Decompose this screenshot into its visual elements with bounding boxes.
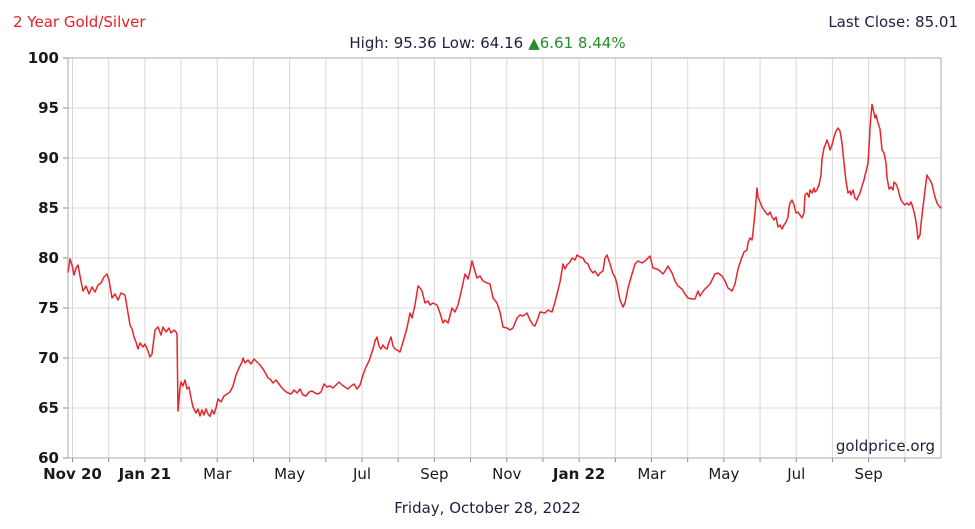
x-axis-label: Jan 21 [118, 465, 171, 483]
x-axis-label: Nov 20 [43, 465, 102, 483]
watermark: goldprice.org [836, 437, 935, 455]
x-axis-label: Jul [352, 465, 371, 483]
change-value: 6.61 [539, 34, 574, 52]
last-close-label: Last Close: [828, 13, 911, 31]
y-axis-label: 100 [28, 49, 59, 67]
x-axis-label: Mar [203, 465, 232, 483]
x-axis-label: Jan 22 [552, 465, 605, 483]
high-low-stats: High: 95.36 Low: 64.16 ▲6.61 8.44% [0, 34, 975, 52]
x-axis-label: May [708, 465, 739, 483]
y-axis-label: 60 [38, 449, 59, 467]
plot-area[interactable] [67, 57, 942, 459]
x-axis-label: Mar [637, 465, 666, 483]
x-axis-label: Sep [854, 465, 882, 483]
last-close-value: 85.01 [915, 13, 958, 31]
price-line [67, 103, 942, 418]
y-axis-label: 75 [38, 299, 59, 317]
low-value: 64.16 [480, 34, 524, 52]
y-axis-label: 70 [38, 349, 59, 367]
high-label: High: [349, 34, 389, 52]
y-axis-label: 90 [38, 149, 59, 167]
chart-title: 2 Year Gold/Silver [13, 13, 146, 31]
x-axis-label: May [274, 465, 305, 483]
x-axis-label: Sep [420, 465, 448, 483]
y-axis-label: 80 [38, 249, 59, 267]
high-value: 95.36 [393, 34, 437, 52]
x-axis-label: Nov [492, 465, 521, 483]
change-percent: 8.44% [577, 34, 626, 52]
low-label: Low: [441, 34, 476, 52]
y-axis-label: 65 [38, 399, 59, 417]
x-axis-label: Jul [786, 465, 805, 483]
up-arrow-icon: ▲ [528, 34, 540, 52]
y-axis-label: 85 [38, 199, 59, 217]
change-group: ▲6.61 8.44% [528, 34, 625, 52]
footer-date: Friday, October 28, 2022 [394, 499, 581, 517]
last-close: Last Close: 85.01 [828, 13, 958, 31]
y-axis-label: 95 [38, 99, 59, 117]
